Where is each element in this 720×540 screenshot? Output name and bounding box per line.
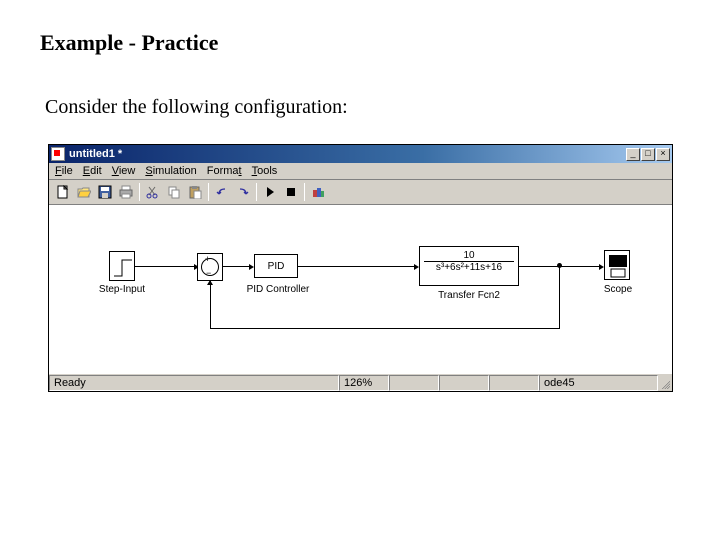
print-icon[interactable] [116,182,136,202]
tf-label: Transfer Fcn2 [429,290,509,301]
library-icon[interactable] [308,182,328,202]
sum-plus: + [205,254,210,264]
wire [210,281,211,329]
scope-label: Scope [600,284,636,295]
new-icon[interactable] [53,182,73,202]
status-solver: ode45 [539,375,658,391]
step-label: Step-Input [95,284,149,295]
status-zoom: 126% [339,375,389,391]
pid-text: PID [268,261,285,272]
copy-icon[interactable] [164,182,184,202]
menu-edit[interactable]: Edit [83,165,102,177]
page-subheading: Consider the following configuration: [45,96,680,119]
maximize-button[interactable]: □ [641,148,655,161]
menu-format[interactable]: Format [207,165,242,177]
sum-minus: − [206,268,211,278]
menu-tools[interactable]: Tools [252,165,278,177]
undo-icon[interactable] [212,182,232,202]
tf-numerator: 10 [424,250,514,261]
status-cell-empty [489,375,539,391]
close-button[interactable]: × [656,148,670,161]
wire [223,266,250,267]
toolbar-separator [139,183,140,201]
statusbar: Ready 126% ode45 [49,373,672,391]
titlebar: untitled1 * _ □ × [49,145,672,163]
cut-icon[interactable] [143,182,163,202]
toolbar-separator [208,183,209,201]
wire [135,266,195,267]
wire [559,266,560,328]
wire [210,328,560,329]
stop-icon[interactable] [281,182,301,202]
simulink-window: untitled1 * _ □ × File Edit View Simulat… [48,144,673,392]
tf-denominator: s³+6s²+11s+16 [424,261,514,273]
page-heading: Example - Practice [40,30,680,56]
transfer-fcn-block[interactable]: 10 s³+6s²+11s+16 [419,246,519,286]
step-block[interactable] [109,251,135,281]
menu-file[interactable]: File [55,165,73,177]
status-ready: Ready [49,375,339,391]
menu-simulation[interactable]: Simulation [145,165,196,177]
toolbar-separator [304,183,305,201]
pid-block[interactable]: PID [254,254,298,278]
redo-icon[interactable] [233,182,253,202]
menu-view[interactable]: View [112,165,136,177]
save-icon[interactable] [95,182,115,202]
scope-block[interactable] [604,250,630,280]
toolbar [49,180,672,205]
pid-label: PID Controller [239,284,317,295]
resize-grip-icon[interactable] [658,375,672,391]
paste-icon[interactable] [185,182,205,202]
wire [298,266,415,267]
toolbar-separator [256,183,257,201]
app-icon [51,147,65,161]
window-controls: _ □ × [626,148,670,161]
menubar: File Edit View Simulation Format Tools [49,163,672,180]
model-canvas[interactable]: Step-Input + − PID PID Controller 10 s³+… [49,205,672,373]
play-icon[interactable] [260,182,280,202]
status-cell-empty [389,375,439,391]
status-cell-empty [439,375,489,391]
minimize-button[interactable]: _ [626,148,640,161]
window-title: untitled1 * [69,148,626,160]
open-icon[interactable] [74,182,94,202]
arrowhead-icon [207,280,213,285]
